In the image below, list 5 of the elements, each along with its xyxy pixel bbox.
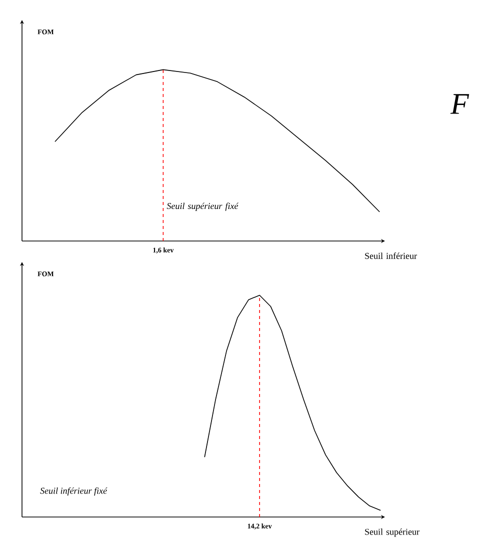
text: F [450, 94, 470, 114]
text: Seuil inférieur fixé [40, 487, 108, 496]
x-axis-title: Seuil inférieur [365, 252, 417, 259]
annotation: Seuil supérieur fixé [166, 202, 239, 211]
x-axis-title: Seuil supérieur [365, 528, 420, 537]
